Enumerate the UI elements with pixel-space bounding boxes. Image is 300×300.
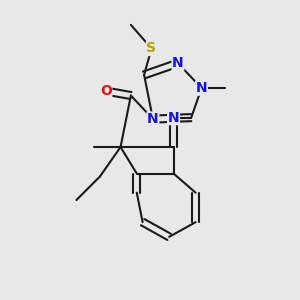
Text: O: O bbox=[100, 84, 112, 98]
Text: N: N bbox=[147, 112, 159, 126]
Text: S: S bbox=[146, 41, 157, 56]
Text: N: N bbox=[168, 111, 179, 124]
Text: N: N bbox=[196, 81, 207, 95]
Text: N: N bbox=[172, 56, 184, 70]
